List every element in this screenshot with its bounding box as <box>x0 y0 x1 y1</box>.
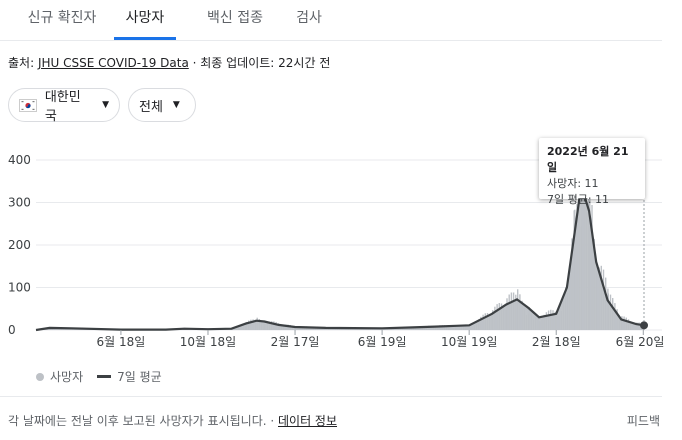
chart-legend: 사망자 7일 평균 <box>36 368 162 385</box>
tab-deaths[interactable]: 사망자 <box>114 0 176 40</box>
data-info-link[interactable]: 데이터 정보 <box>278 414 338 428</box>
tab-testing[interactable]: 검사 <box>296 10 322 26</box>
chevron-down-icon: ▼ <box>172 100 180 110</box>
country-select[interactable]: 대한민국 ▼ <box>8 88 120 124</box>
x-tick-label: 6월 20일 <box>616 335 665 349</box>
y-tick-label: 400 <box>8 153 31 167</box>
x-tick-label: 2월 17일 <box>271 335 320 349</box>
tooltip-date: 2022년 6월 21일 <box>547 145 629 174</box>
deaths-chart[interactable]: 0 100 200 300 400 6월 18일 10월 18일 2월 17일 6월 19일 1… <box>0 140 682 360</box>
avg-legend-swatch <box>97 375 112 378</box>
y-tick-label: 0 <box>8 323 16 337</box>
x-tick-label: 2월 18일 <box>532 335 581 349</box>
source-prefix: 출처: <box>8 56 38 70</box>
hover-point <box>640 321 648 330</box>
footer-separator: · <box>266 414 278 428</box>
source-suffix: · 최종 업데이트: 22시간 전 <box>188 56 331 70</box>
deaths-area <box>36 185 644 330</box>
divider <box>0 396 662 397</box>
tab-new-cases[interactable]: 신규 확진자 <box>27 10 97 26</box>
deaths-legend-swatch <box>36 372 44 381</box>
chart-tooltip: 2022년 6월 21일 사망자: 11 7일 평균: 11 <box>539 138 645 206</box>
tooltip-avg: 7일 평균: 11 <box>547 193 610 206</box>
chevron-down-icon: ▼ <box>102 100 109 110</box>
x-tick-label: 10월 19일 <box>441 335 497 349</box>
y-tick-label: 100 <box>8 281 31 295</box>
source-line: 출처: JHU CSSE COVID-19 Data · 최종 업데이트: 22… <box>8 54 330 71</box>
source-link[interactable]: JHU CSSE COVID-19 Data <box>37 56 189 70</box>
tab-vaccination[interactable]: 백신 접종 <box>207 10 263 26</box>
scope-label: 전체 <box>139 99 163 115</box>
korea-flag-icon <box>19 98 37 112</box>
footer-text: 각 날짜에는 전날 이후 보고된 사망자가 표시됩니다. <box>8 414 267 428</box>
scope-select[interactable]: 전체 ▼ <box>128 88 196 122</box>
avg-legend-label: 7일 평균 <box>117 370 162 384</box>
x-tick-label: 6월 19일 <box>358 335 407 349</box>
y-tick-label: 200 <box>8 238 31 252</box>
feedback-link[interactable]: 피드백 <box>626 414 660 428</box>
tab-bar: 신규 확진자 사망자 백신 접종 검사 <box>0 0 662 41</box>
country-label: 대한민국 <box>44 90 81 124</box>
y-axis-ticks: 0 100 200 300 400 <box>8 153 31 337</box>
deaths-legend-label: 사망자 <box>50 370 84 384</box>
tooltip-deaths: 사망자: 11 <box>547 177 599 190</box>
y-tick-label: 300 <box>8 196 31 210</box>
x-tick-label: 10월 18일 <box>180 335 236 349</box>
footer-note: 각 날짜에는 전날 이후 보고된 사망자가 표시됩니다. · 데이터 정보 <box>8 412 337 429</box>
x-axis-ticks: 6월 18일 10월 18일 2월 17일 6월 19일 10월 19일 2월 18일 6월… <box>97 330 665 349</box>
x-tick-label: 6월 18일 <box>97 335 146 349</box>
